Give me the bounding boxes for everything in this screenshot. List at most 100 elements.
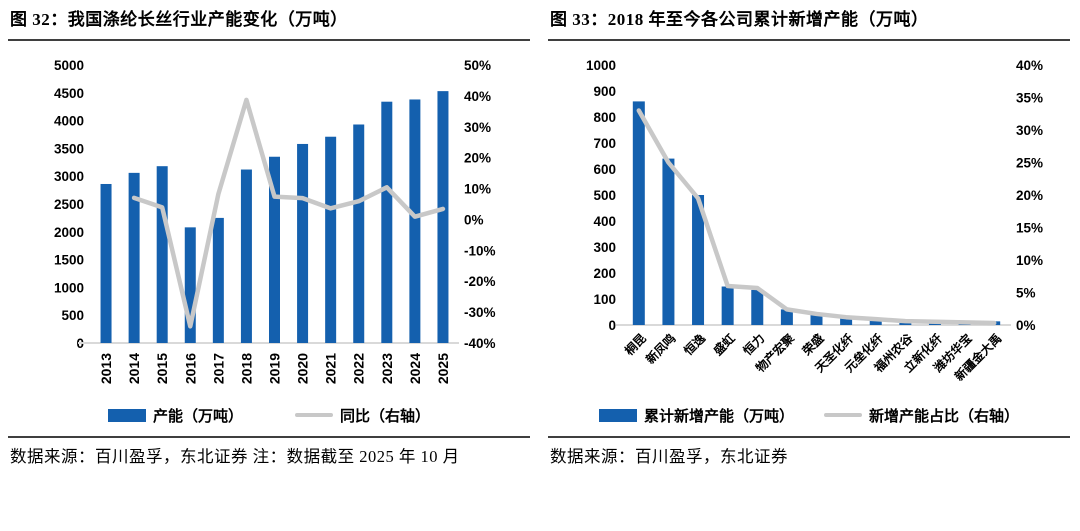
right-axis-tick: 25% xyxy=(1016,155,1043,170)
x-axis-label: 2015 xyxy=(154,353,170,384)
line-series-swatch xyxy=(295,413,333,418)
left-axis-tick: 4000 xyxy=(54,114,84,129)
left-axis-tick: 3000 xyxy=(54,169,84,184)
left-axis-tick: 700 xyxy=(593,136,616,151)
left-axis-tick: 4500 xyxy=(54,86,84,101)
left-axis-tick: 2500 xyxy=(54,197,84,212)
bar xyxy=(869,319,882,325)
figure-32: 图 32：我国涤纶长丝行业产能变化（万吨） 050010001500200025… xyxy=(0,0,540,470)
bar xyxy=(780,309,793,325)
legend-item-new-capacity: 累计新增产能（万吨） xyxy=(598,405,794,426)
figure-32-chart: 0500100015002000250030003500400045005000… xyxy=(54,58,496,384)
bar xyxy=(100,183,112,343)
bar xyxy=(751,289,764,325)
left-axis-tick: 400 xyxy=(593,214,616,229)
right-axis-tick: 35% xyxy=(1016,90,1043,105)
right-axis-tick: 5% xyxy=(1016,285,1036,300)
right-axis-tick: 20% xyxy=(464,151,491,166)
left-axis-tick: 0 xyxy=(608,318,616,333)
bar xyxy=(128,172,140,343)
right-axis-tick: 10% xyxy=(464,181,491,196)
bar xyxy=(721,286,734,325)
left-axis-tick: 300 xyxy=(593,240,616,255)
figures-row: 图 32：我国涤纶长丝行业产能变化（万吨） 0 500 1000 1500 2000 25… xyxy=(0,0,1080,470)
bar xyxy=(240,169,252,343)
x-axis-label: 盛虹 xyxy=(710,330,738,358)
left-axis-tick: 3500 xyxy=(54,141,84,156)
bar xyxy=(437,91,449,343)
legend-label: 新增产能占比（右轴） xyxy=(869,407,1020,425)
right-axis-tick: -10% xyxy=(464,243,496,258)
right-axis-tick: -30% xyxy=(464,305,496,320)
figure-33: 图 33：2018 年至今各公司累计新增产能（万吨） 0 100 200 300 400… xyxy=(540,0,1080,470)
right-axis-tick: 20% xyxy=(1016,188,1043,203)
bar xyxy=(269,156,280,343)
figure-33-legend: 累计新增产能（万吨） 新增产能占比（右轴） xyxy=(548,405,1070,426)
right-axis-tick: 15% xyxy=(1016,220,1043,235)
bar xyxy=(381,101,393,343)
right-axis-tick: -20% xyxy=(464,274,496,289)
bar xyxy=(662,158,675,325)
left-axis-tick: 200 xyxy=(593,266,616,281)
right-axis-tick: 40% xyxy=(1016,58,1043,73)
left-axis-tick: 1000 xyxy=(54,280,84,295)
figure-33-chart: 0 100 200 300 400 500 600 700 800 900 1000 0% 5% 10% 1… xyxy=(586,58,1043,384)
bar xyxy=(899,322,912,325)
legend-label: 同比（右轴） xyxy=(340,407,431,425)
left-axis-tick: 500 xyxy=(61,308,84,323)
legend-item-capacity: 产能（万吨） xyxy=(107,405,243,426)
figure-32-title: 图 32：我国涤纶长丝行业产能变化（万吨） xyxy=(8,6,530,41)
bar xyxy=(810,314,823,325)
right-axis-tick: 10% xyxy=(1016,253,1043,268)
figure-33-source: 数据来源：百川盈孚，东北证券 xyxy=(548,435,1070,470)
legend-item-share: 新增产能占比（右轴） xyxy=(824,405,1019,426)
bar xyxy=(632,101,645,325)
line-series xyxy=(131,97,446,329)
x-axis-label: 2025 xyxy=(435,353,451,384)
legend-label: 产能（万吨） xyxy=(152,407,243,425)
x-axis-label: 新凤鸣 xyxy=(642,330,678,366)
bar xyxy=(409,99,421,343)
figure-32-source: 数据来源：百川盈孚，东北证券 注：数据截至 2025 年 10 月 xyxy=(8,435,530,470)
left-axis-tick: 2000 xyxy=(54,225,84,240)
line-series xyxy=(636,108,997,326)
bar xyxy=(156,166,168,343)
right-axis-tick: 30% xyxy=(464,120,491,135)
left-axis-tick: 1000 xyxy=(586,58,616,73)
x-axis-label: 2014 xyxy=(126,353,142,384)
left-axis-tick: 500 xyxy=(593,188,616,203)
left-axis-tick: 1500 xyxy=(54,253,84,268)
bar xyxy=(840,317,853,325)
line-series-swatch xyxy=(824,413,862,418)
bar xyxy=(297,143,309,343)
x-axis-label: 2021 xyxy=(323,353,339,384)
bar-series-swatch xyxy=(598,408,637,422)
left-axis-tick: 600 xyxy=(593,162,616,177)
x-axis-label: 恒逸 xyxy=(681,330,709,358)
right-axis-tick: 30% xyxy=(1016,123,1043,138)
legend-label: 累计新增产能（万吨） xyxy=(643,407,794,425)
x-axis-label: 2018 xyxy=(238,353,254,384)
bar xyxy=(212,217,224,343)
x-axis-label: 2017 xyxy=(210,353,226,384)
x-axis-label: 2016 xyxy=(182,353,198,384)
right-axis-tick: 0% xyxy=(464,212,484,227)
x-axis-label: 2019 xyxy=(267,353,283,384)
bar xyxy=(325,136,337,343)
left-axis-tick: 5000 xyxy=(54,58,84,73)
left-axis-tick: 900 xyxy=(593,84,616,99)
x-axis-label: 2023 xyxy=(379,353,395,384)
bar-series-swatch xyxy=(107,408,146,422)
right-axis-tick: 50% xyxy=(464,58,491,73)
legend-item-yoy: 同比（右轴） xyxy=(295,405,430,426)
x-axis-label: 2020 xyxy=(295,353,311,384)
x-axis-label: 2024 xyxy=(407,353,423,384)
right-axis-tick: -40% xyxy=(464,336,496,351)
x-axis-label: 2022 xyxy=(351,353,367,384)
x-axis-label: 2013 xyxy=(98,353,114,384)
bar xyxy=(184,227,196,343)
bar xyxy=(353,124,365,343)
right-axis-tick: 40% xyxy=(464,89,491,104)
figure-32-legend: 产能（万吨） 同比（右轴） xyxy=(8,405,530,426)
bar xyxy=(692,194,705,325)
